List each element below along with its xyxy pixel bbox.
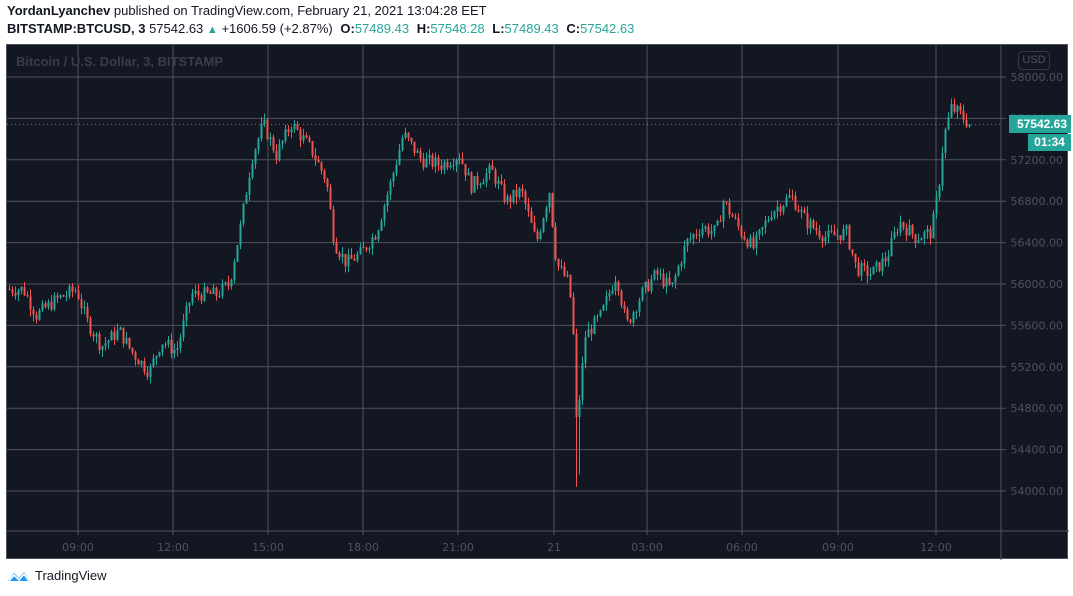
publish-info: YordanLyanchev published on TradingView.… [7,3,487,18]
up-arrow-icon: ▲ [206,24,218,36]
time-axis-label: 12:00 [920,541,952,554]
open-value: 57489.43 [354,21,410,36]
open-label: O: [340,21,355,36]
last-price: 57542.63 [149,21,204,36]
time-axis-label: 21 [547,541,561,554]
symbol-legend: BITSTAMP:BTCUSD, 3 57542.63 ▲ +1606.59 (… [7,21,634,36]
time-axis-label: 18:00 [347,541,379,554]
high-value: 57548.28 [430,21,485,36]
price-axis-label: 54000.00 [1011,485,1064,498]
tradingview-cloud-icon [8,571,30,582]
time-axis-label: 03:00 [631,541,663,554]
time-axis-label: 21:00 [442,541,474,554]
price-axis-label: 55200.00 [1011,361,1064,374]
chart-pane[interactable]: 58000.0057600.0057200.0056800.0056400.00… [6,44,1071,560]
time-axis-label: 12:00 [157,541,189,554]
brand-name: TradingView [35,568,107,583]
symbol-name: BITSTAMP:BTCUSD, 3 [7,21,146,36]
time-axis-label: 06:00 [726,541,758,554]
publish-text: published on TradingView.com, February 2… [110,3,487,18]
currency-badge[interactable]: USD [1018,51,1050,70]
time-axis-label: 09:00 [822,541,854,554]
close-label: C: [566,21,581,36]
price-axis-label: 56000.00 [1011,278,1064,291]
candles [8,98,971,487]
chart-watermark-title: Bitcoin / U.S. Dollar, 3, BITSTAMP [16,54,224,69]
candlestick-chart[interactable]: 58000.0057600.0057200.0056800.0056400.00… [7,45,1069,560]
price-axis-label: 55600.00 [1011,319,1064,332]
tradingview-branding[interactable]: TradingView [7,568,107,583]
price-axis-label: 56800.00 [1011,195,1064,208]
time-axis-label: 09:00 [62,541,94,554]
bar-countdown-label: 01:34 [1028,134,1071,152]
current-price-label: 57542.63 [1009,115,1071,134]
price-axis-label: 58000.00 [1011,71,1064,84]
price-change: +1606.59 (+2.87%) [221,21,333,36]
low-label: L: [492,21,505,36]
price-axis-label: 56400.00 [1011,237,1064,250]
time-axis-label: 15:00 [252,541,284,554]
close-value: 57542.63 [580,21,635,36]
price-axis-label: 54800.00 [1011,402,1064,415]
high-label: H: [416,21,431,36]
low-value: 57489.43 [504,21,559,36]
author-name[interactable]: YordanLyanchev [7,3,111,18]
price-axis-label: 57200.00 [1011,154,1064,167]
price-axis-label: 54400.00 [1011,444,1064,457]
